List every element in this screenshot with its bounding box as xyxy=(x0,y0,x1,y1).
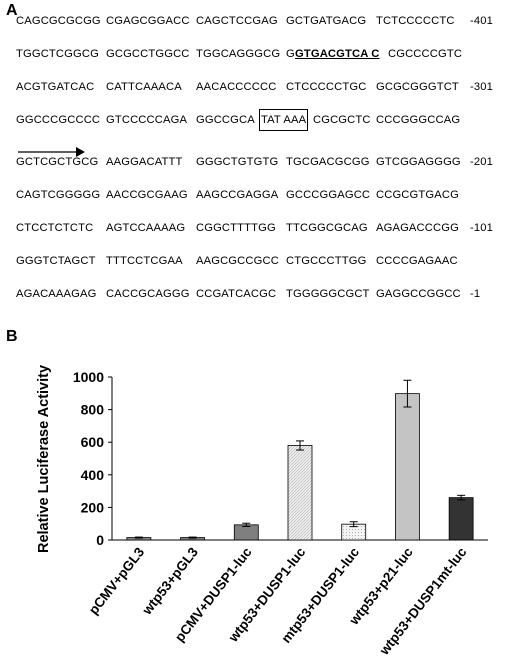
sequence-group: CGCCCCGTC xyxy=(388,48,463,60)
sequence-group: CGAGCGGACC xyxy=(106,15,190,27)
sequence-group: AGACAAAGAG xyxy=(16,288,97,300)
sequence-group: CCCCGAGAAC xyxy=(376,255,458,267)
sequence-group: AAGCCGAGGA xyxy=(196,189,279,201)
y-tick-label: 200 xyxy=(81,499,105,515)
sequence-group: CAGCGCGCGG xyxy=(16,15,101,27)
y-axis-label: Relative Luciferase Activity xyxy=(36,365,52,553)
y-tick-label: 1000 xyxy=(73,369,104,385)
position-label: -401 xyxy=(470,15,493,27)
bar xyxy=(287,445,313,541)
sequence-group: AACCGCGAAG xyxy=(106,189,188,201)
sequence-group: CAGTCGGGGG xyxy=(16,189,101,201)
sequence-group: AGAGACCCGG xyxy=(376,222,459,234)
position-label: -201 xyxy=(470,156,493,168)
y-tick-label: 400 xyxy=(81,467,105,483)
sequence-group: TCTCCCCCTC xyxy=(376,15,455,27)
sequence-group: GGGCTGTGTG xyxy=(196,156,279,168)
sequence-group: GTCCCCCAGA xyxy=(106,114,188,126)
sequence-group: GGCCGCA xyxy=(196,114,255,126)
luciferase-bar-chart: Relative Luciferase Activity 0 200 400 600 8… xyxy=(36,365,488,658)
sequence-group: CGGCTTTTGG xyxy=(196,222,276,234)
sequence-group: GCCCGGAGCC xyxy=(286,189,371,201)
sequence-group: TGGCTCGGCG xyxy=(16,48,99,60)
p53-binding-site: GTGACGTCA C xyxy=(295,48,380,60)
sequence-line: GGCCCGCCCC GTCCCCCAGA GGCCGCA TAT AAA CG… xyxy=(16,109,460,131)
sequence-line: GGGTCTAGCT TTTCCTCGAA AAGCGCCGCC CTGCCCT… xyxy=(16,252,458,270)
position-label: -1 xyxy=(470,288,481,300)
sequence-group: TTTCCTCGAA xyxy=(106,255,183,267)
transcription-start-arrow xyxy=(18,147,85,157)
sequence-group: GCTCGCTGCG xyxy=(16,156,99,168)
sequence-group: CGCGCTC xyxy=(313,114,371,126)
sequence-group: CTGCCCTTGG xyxy=(286,255,367,267)
sequence-group: GGCCCGCCCC xyxy=(16,114,101,126)
sequence-group: CCCGGGCCAG xyxy=(376,114,461,126)
sequence-group: GCTGATGACG xyxy=(286,15,367,27)
sequence-line: CTCCTCTCTC AGTCCAAAAG CGGCTTTTGG TTCGGCG… xyxy=(16,219,493,237)
tata-box: TAT AAA xyxy=(258,109,309,131)
category-label: pCMV+pGL3 xyxy=(86,544,148,617)
sequence-group: CAGCTCCGAG xyxy=(196,15,278,27)
sequence-group: CATTCAAACA xyxy=(106,81,182,93)
sequence-group: TGGCAGGGCG xyxy=(196,48,281,60)
y-tick-label: 800 xyxy=(81,402,105,418)
sequence-group: AACACCCCCC xyxy=(196,81,277,93)
y-tick-label: 0 xyxy=(96,532,104,548)
sequence-group: GCGCCTGGCC xyxy=(106,48,190,60)
sequence-line: CAGCGCGCGG CGAGCGGACC CAGCTCCGAG GCTGATG… xyxy=(16,12,493,30)
sequence-line: AGACAAAGAG CACCGCAGGG CCGATCACGC TGGGGGC… xyxy=(16,285,480,303)
panel-a-label: A xyxy=(6,2,18,19)
sequence-group: GAGGCCGGCC xyxy=(376,288,461,300)
sequence-group: CTCCTCTCTC xyxy=(16,222,94,234)
position-label: -301 xyxy=(470,81,493,93)
sequence-group: AAGGACATTT xyxy=(106,156,183,168)
bar xyxy=(395,393,420,541)
category-label: wtp53+pGL3 xyxy=(139,544,201,618)
sequence-group: TGGGGGCGCT xyxy=(286,288,370,300)
sequence-group: CCGCGTGACG xyxy=(376,189,459,201)
bar xyxy=(448,497,474,541)
sequence-line: TGGCTCGGCG GCGCCTGGCC TGGCAGGGCG G GTGAC… xyxy=(16,45,462,63)
panel-b-label: B xyxy=(6,328,18,345)
sequence-group: GCGCGGGTCT xyxy=(376,81,459,93)
sequence-group: GGGTCTAGCT xyxy=(16,255,96,267)
sequence-group: AGTCCAAAAG xyxy=(106,222,186,234)
bar xyxy=(233,524,259,541)
sequence-line: GCTCGCTGCG AAGGACATTT GGGCTGTGTG TGCGACG… xyxy=(16,153,493,171)
sequence-group: AAGCGCCGCC xyxy=(196,255,279,267)
sequence-group: CCGATCACGC xyxy=(196,288,277,300)
sequence-group: CACCGCAGGG xyxy=(106,288,190,300)
sequence-group: TGCGACGCGG xyxy=(286,156,370,168)
sequence-group: ACGTGATCAC xyxy=(16,81,95,93)
y-tick-label: 600 xyxy=(81,434,105,450)
sequence-group: G xyxy=(286,48,295,60)
position-label: -101 xyxy=(470,222,493,234)
sequence-group: GTCGGAGGGG xyxy=(376,156,461,168)
sequence-group: CTCCCCCTGC xyxy=(286,81,367,93)
sequence-line: CAGTCGGGGG AACCGCGAAG AAGCCGAGGA GCCCGGA… xyxy=(16,186,459,204)
sequence-group: TTCGGCGCAG xyxy=(286,222,368,234)
sequence-line: ACGTGATCAC CATTCAAACA AACACCCCCC CTCCCCC… xyxy=(16,78,493,96)
